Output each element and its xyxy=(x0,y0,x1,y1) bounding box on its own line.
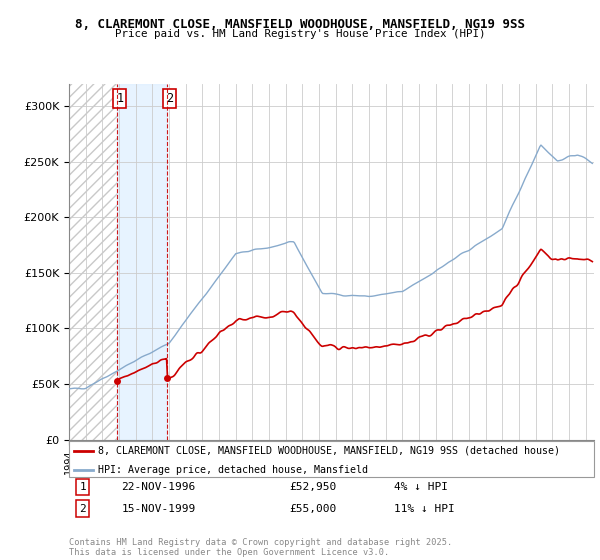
Text: 11% ↓ HPI: 11% ↓ HPI xyxy=(395,503,455,514)
Text: 22-NOV-1996: 22-NOV-1996 xyxy=(121,482,196,492)
Text: 8, CLAREMONT CLOSE, MANSFIELD WOODHOUSE, MANSFIELD, NG19 9SS: 8, CLAREMONT CLOSE, MANSFIELD WOODHOUSE,… xyxy=(75,18,525,31)
Text: 1: 1 xyxy=(79,482,86,492)
Bar xyxy=(69,84,117,440)
Text: £55,000: £55,000 xyxy=(290,503,337,514)
Text: 1: 1 xyxy=(116,92,124,105)
Text: £52,950: £52,950 xyxy=(290,482,337,492)
Text: 8, CLAREMONT CLOSE, MANSFIELD WOODHOUSE, MANSFIELD, NG19 9SS (detached house): 8, CLAREMONT CLOSE, MANSFIELD WOODHOUSE,… xyxy=(98,446,560,456)
Text: 2: 2 xyxy=(166,92,173,105)
FancyBboxPatch shape xyxy=(69,441,594,477)
Bar xyxy=(69,84,117,440)
Text: 2: 2 xyxy=(79,503,86,514)
Bar xyxy=(117,84,167,440)
Text: Contains HM Land Registry data © Crown copyright and database right 2025.
This d: Contains HM Land Registry data © Crown c… xyxy=(69,538,452,557)
Text: Price paid vs. HM Land Registry's House Price Index (HPI): Price paid vs. HM Land Registry's House … xyxy=(115,29,485,39)
Text: 15-NOV-1999: 15-NOV-1999 xyxy=(121,503,196,514)
Text: 4% ↓ HPI: 4% ↓ HPI xyxy=(395,482,449,492)
Text: HPI: Average price, detached house, Mansfield: HPI: Average price, detached house, Mans… xyxy=(98,465,368,475)
